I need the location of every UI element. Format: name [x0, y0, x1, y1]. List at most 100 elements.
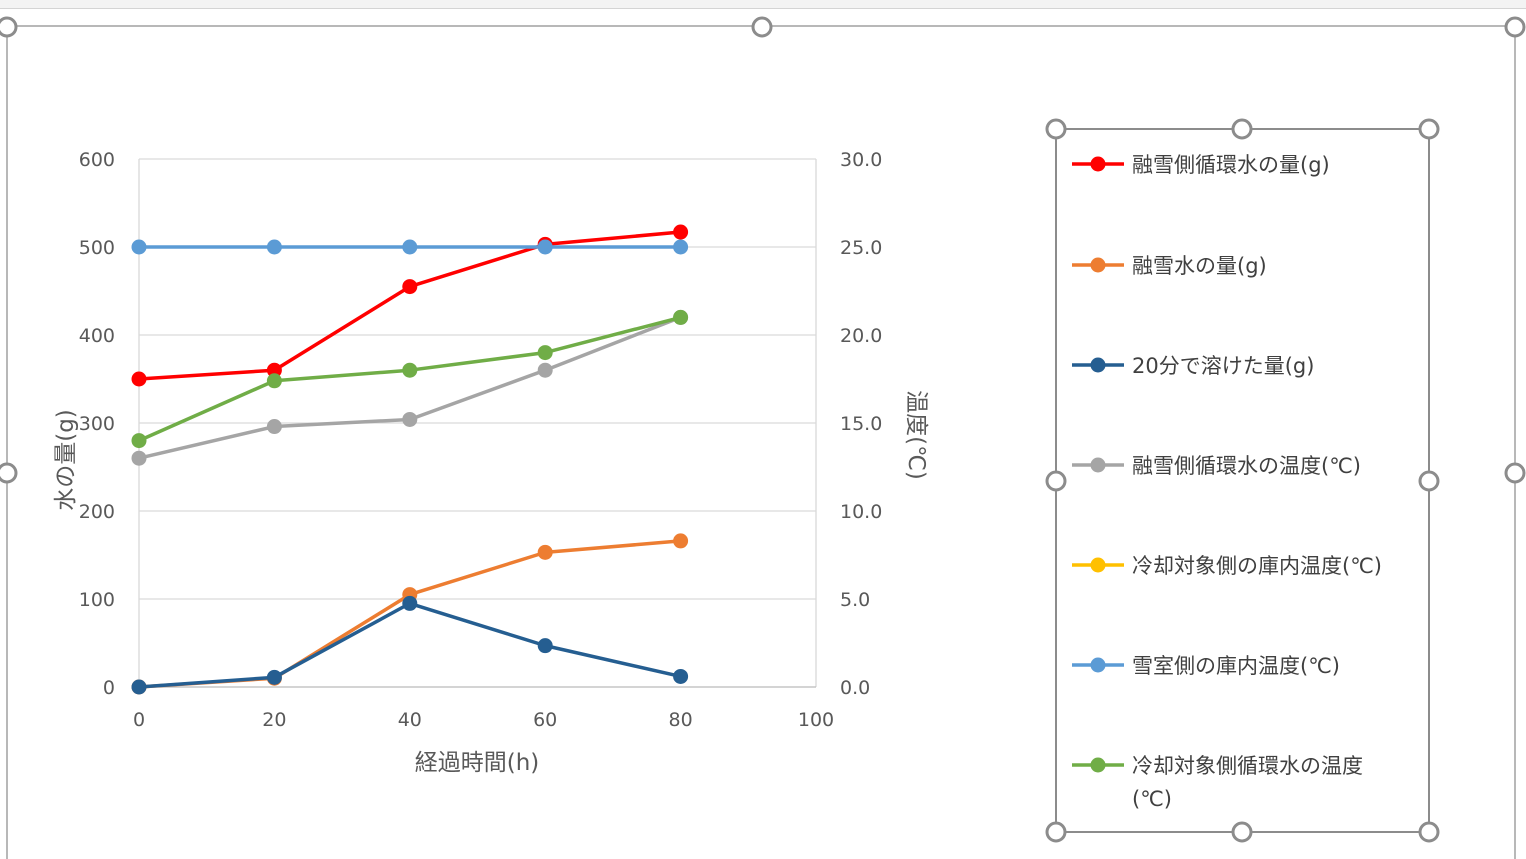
data-point[interactable]	[402, 239, 418, 255]
data-point[interactable]	[131, 433, 147, 449]
chart-resize-handle[interactable]	[751, 16, 773, 38]
series-line[interactable]	[138, 601, 681, 689]
legend-entry[interactable]: 融雪側循環水の量(g)	[1072, 153, 1330, 177]
legend-marker-swatch	[1090, 657, 1106, 673]
data-point[interactable]	[402, 595, 418, 611]
legend-marker-swatch	[1090, 457, 1106, 473]
legend-label: 融雪水の量(g)	[1132, 254, 1267, 278]
legend-resize-handle[interactable]	[1045, 470, 1067, 492]
series-3	[131, 309, 689, 466]
legend-resize-handle[interactable]	[1231, 118, 1253, 140]
y2-tick-label: 30.0	[840, 149, 882, 171]
data-point[interactable]	[537, 544, 553, 560]
legend-marker-swatch	[1090, 156, 1106, 172]
data-point[interactable]	[537, 362, 553, 378]
x-tick-label: 40	[398, 709, 422, 731]
y2-tick-label: 20.0	[840, 325, 882, 347]
data-point[interactable]	[537, 239, 553, 255]
y-tick-label: 100	[79, 589, 115, 611]
data-point[interactable]	[673, 309, 689, 325]
data-point[interactable]	[266, 239, 282, 255]
data-point[interactable]	[402, 362, 418, 378]
legend-resize-handle[interactable]	[1418, 470, 1440, 492]
x-tick-label: 80	[669, 709, 693, 731]
legend-label: 20分で溶けた量(g)	[1132, 354, 1314, 378]
legend-resize-handle[interactable]	[1045, 821, 1067, 843]
chart-resize-handle[interactable]	[1504, 16, 1526, 38]
legend-resize-handle[interactable]	[1045, 118, 1067, 140]
data-point[interactable]	[131, 371, 147, 387]
legend-label: 冷却対象側循環水の温度(℃)	[1132, 754, 1363, 811]
legend-label: 雪室側の庫内温度(℃)	[1132, 654, 1340, 678]
series-5	[131, 239, 689, 255]
x-axis-tick-labels: 0 20 40 60 80 100	[133, 709, 834, 731]
legend-marker-swatch	[1090, 357, 1106, 373]
data-series	[131, 224, 689, 695]
y2-axis-title: 温度(℃)	[903, 390, 929, 480]
chart-resize-handle[interactable]	[0, 16, 18, 38]
data-point[interactable]	[131, 679, 147, 695]
legend-entry[interactable]: 融雪水の量(g)	[1072, 254, 1267, 278]
series-6	[131, 309, 689, 449]
data-point[interactable]	[402, 279, 418, 295]
legend-marker-swatch	[1090, 557, 1106, 573]
y-tick-label: 500	[79, 237, 115, 259]
y-tick-label: 600	[79, 149, 115, 171]
y2-axis-tick-labels: 0.0 5.0 10.0 15.0 20.0 25.0 30.0	[840, 149, 882, 699]
data-point[interactable]	[266, 373, 282, 389]
chart-resize-handle[interactable]	[0, 462, 18, 484]
y2-tick-label: 0.0	[840, 677, 870, 699]
legend-label: 融雪側循環水の温度(℃)	[1132, 454, 1361, 478]
y-axis-title: 水の量(g)	[53, 409, 79, 511]
window-top-strip	[0, 0, 1526, 9]
legend-entry[interactable]: 冷却対象側循環水の温度(℃)	[1072, 754, 1363, 811]
data-point[interactable]	[266, 669, 282, 685]
legend-label: 冷却対象側の庫内温度(℃)	[1132, 554, 1382, 578]
legend-resize-handle[interactable]	[1231, 821, 1253, 843]
legend-entry[interactable]: 雪室側の庫内温度(℃)	[1072, 654, 1340, 678]
data-point[interactable]	[537, 638, 553, 654]
x-tick-label: 0	[133, 709, 145, 731]
data-point[interactable]	[266, 419, 282, 435]
y-axis-tick-labels: 0 100 200 300 400 500 600	[79, 149, 115, 699]
legend-box[interactable]	[1055, 128, 1430, 833]
y2-tick-label: 15.0	[840, 413, 882, 435]
chart-resize-handle[interactable]	[1504, 462, 1526, 484]
data-point[interactable]	[673, 239, 689, 255]
legend-marker-swatch	[1090, 257, 1106, 273]
series-2	[131, 595, 689, 695]
data-point[interactable]	[131, 450, 147, 466]
series-1	[131, 533, 689, 695]
legend-resize-handle[interactable]	[1418, 118, 1440, 140]
data-point[interactable]	[673, 533, 689, 549]
x-tick-label: 20	[262, 709, 286, 731]
legend-entry[interactable]: 融雪側循環水の温度(℃)	[1072, 454, 1361, 478]
legend-selection-handles[interactable]	[1045, 118, 1440, 843]
legend: 融雪側循環水の量(g) 融雪水の量(g) 20分で溶けた量(g) 融雪側循環水の温度(…	[1072, 153, 1382, 811]
legend-entry[interactable]: 冷却対象側の庫内温度(℃)	[1072, 554, 1382, 578]
y-tick-label: 400	[79, 325, 115, 347]
data-point[interactable]	[537, 345, 553, 361]
data-point[interactable]	[673, 224, 689, 240]
y-tick-label: 200	[79, 501, 115, 523]
y2-tick-label: 10.0	[840, 501, 882, 523]
y-tick-label: 0	[103, 677, 115, 699]
y2-tick-label: 25.0	[840, 237, 882, 259]
y-tick-label: 300	[79, 413, 115, 435]
chart-selection-handles[interactable]	[0, 16, 1526, 484]
data-point[interactable]	[402, 411, 418, 427]
legend-label: 融雪側循環水の量(g)	[1132, 153, 1330, 177]
gridlines	[139, 158, 816, 688]
data-point[interactable]	[131, 239, 147, 255]
data-point[interactable]	[673, 668, 689, 684]
series-line[interactable]	[138, 539, 681, 689]
legend-resize-handle[interactable]	[1418, 821, 1440, 843]
data-point[interactable]	[266, 362, 282, 378]
y2-tick-label: 5.0	[840, 589, 870, 611]
x-tick-label: 100	[798, 709, 834, 731]
x-tick-label: 60	[533, 709, 557, 731]
x-axis-title: 経過時間(h)	[415, 750, 540, 776]
legend-entry[interactable]: 20分で溶けた量(g)	[1072, 354, 1314, 378]
